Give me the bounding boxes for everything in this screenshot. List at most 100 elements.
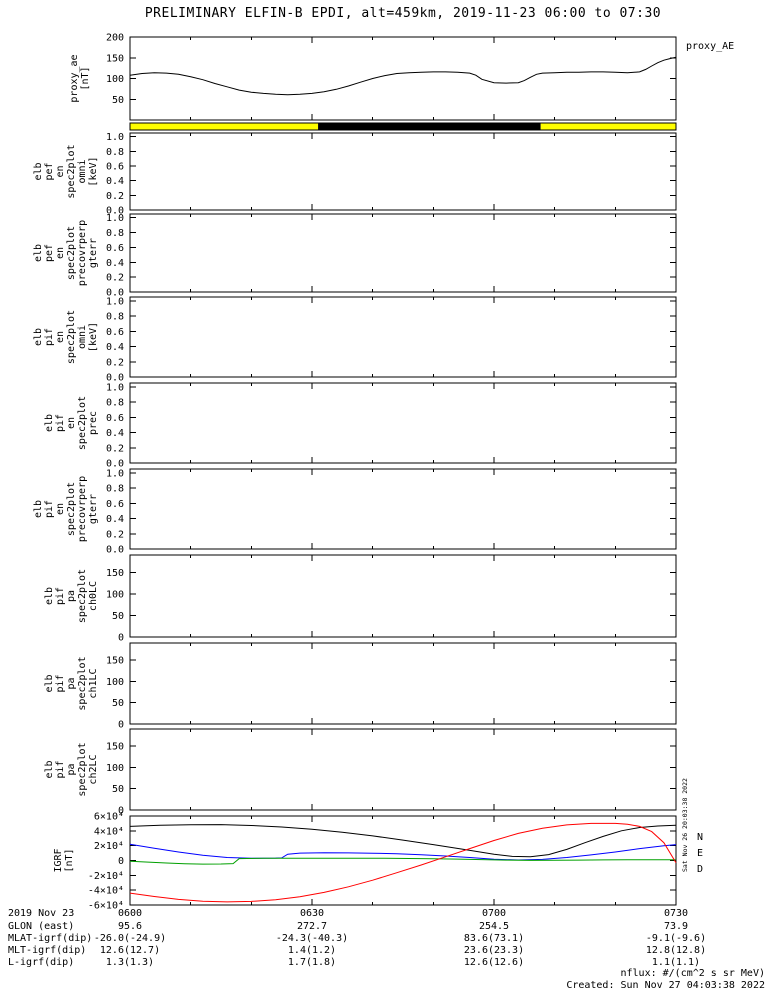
y-tick-label: 150	[106, 742, 124, 753]
ephemeris-row-label: GLON (east)	[8, 921, 74, 932]
y-tick-label: 0.8	[106, 228, 124, 239]
y-tick-label: 0.2	[106, 443, 124, 454]
y-axis-title-line: IGRF	[53, 848, 64, 872]
panel-frame-pef-en-spec-precovrperp-gterr	[129, 213, 677, 293]
y-axis-title-line: pa	[66, 677, 77, 689]
ephemeris-row-label: MLT-igrf(dip)	[8, 945, 86, 956]
series-line-E	[129, 857, 676, 865]
ephemeris-value: 12.6(12.6)	[464, 957, 524, 968]
ephemeris-value: -9.1(-9.6)	[646, 933, 706, 944]
y-tick-label: 150	[106, 656, 124, 667]
proxy-ae-series-label: proxy_AE	[686, 41, 735, 52]
y-axis-title-line: elb	[33, 162, 44, 180]
y-axis-title-line: ch2LC	[88, 754, 99, 784]
ephemeris-value: 23.6(23.3)	[464, 945, 524, 956]
panel-frame-pif-pa-spec-ch2LC	[129, 728, 677, 811]
y-tick-label: 200	[106, 33, 124, 44]
y-axis-title-line: pif	[55, 760, 66, 778]
y-tick-label: 0.8	[106, 312, 124, 323]
ephemeris-value: 254.5	[479, 921, 509, 932]
y-tick-label: 0.8	[106, 398, 124, 409]
y-axis-title-line: prec	[88, 411, 99, 435]
y-tick-label: 6×10⁴	[94, 812, 124, 823]
y-tick-label: 0	[118, 856, 124, 867]
y-tick-label: 0.6	[106, 499, 124, 510]
y-tick-label: 50	[112, 698, 124, 709]
y-tick-label: 0.6	[106, 162, 124, 173]
panel-frame-pif-pa-spec-ch1LC	[129, 642, 677, 725]
ephemeris-value: 12.8(12.8)	[646, 945, 706, 956]
y-axis-title-line: [keV]	[88, 322, 99, 352]
y-tick-label: 1.0	[106, 213, 124, 224]
y-axis-title-line: pif	[44, 328, 55, 346]
y-axis-title-line: pif	[55, 414, 66, 432]
x-tick-label: 0600	[118, 908, 142, 919]
y-axis-title-line: en	[66, 417, 77, 429]
y-axis-title-line: spec2plot	[66, 310, 77, 364]
y-axis-title-line: spec2plot	[66, 226, 77, 280]
y-axis-title-line: [keV]	[88, 156, 99, 186]
y-tick-label: 1.0	[106, 468, 124, 479]
panel-frame-pef-en-spec-omni	[129, 132, 677, 211]
y-tick-label: 0.0	[106, 206, 124, 217]
y-axis-title-line: pif	[55, 587, 66, 605]
y-axis-title-line: elb	[44, 587, 55, 605]
y-axis-title-line: spec2plot	[77, 396, 88, 450]
y-axis-title-line: [nT]	[64, 848, 75, 872]
ephemeris-row-label: L-igrf(dip)	[8, 957, 74, 968]
y-tick-label: 0.4	[106, 342, 124, 353]
y-axis-title-line: pif	[44, 500, 55, 518]
timestamp-watermark: Sat Nov 26 20:03:38 2022	[681, 778, 689, 872]
y-axis-title-line: pef	[44, 162, 55, 180]
band-segment-sunlit	[540, 123, 676, 130]
y-tick-label: 0.2	[106, 273, 124, 284]
legend-label-N: N	[697, 832, 703, 843]
y-tick-label: 0.4	[106, 258, 124, 269]
y-tick-label: 0.0	[106, 545, 124, 556]
y-axis-title-line: spec2plot	[77, 742, 88, 796]
y-axis-title-line: ch1LC	[88, 668, 99, 698]
y-axis-title-line: en	[55, 503, 66, 515]
panel-frame-pif-en-spec-omni	[129, 296, 677, 378]
y-tick-label: 100	[106, 589, 124, 600]
y-tick-label: 0.8	[106, 147, 124, 158]
y-axis-title-line: precovrperp	[77, 476, 88, 542]
ephemeris-value: 95.6	[118, 921, 142, 932]
ephemeris-value: 83.6(73.1)	[464, 933, 524, 944]
ephemeris-row-label: MLAT-igrf(dip)	[8, 933, 92, 944]
series-line-D	[129, 822, 677, 903]
y-tick-label: 50	[112, 611, 124, 622]
y-tick-label: 0.4	[106, 176, 124, 187]
ephemeris-value: 12.6(12.7)	[100, 945, 160, 956]
x-tick-label: 0630	[300, 908, 324, 919]
y-axis-title-line: omni	[77, 159, 88, 183]
y-tick-label: 50	[112, 95, 124, 106]
y-axis-title-line: gterr	[88, 238, 99, 268]
series-line-N	[129, 843, 677, 861]
created-timestamp: Created: Sun Nov 27 04:03:38 2022	[566, 980, 765, 991]
plot-title: PRELIMINARY ELFIN-B EPDI, alt=459km, 201…	[144, 6, 662, 21]
series-line-proxy_AE	[129, 56, 677, 96]
y-axis-title-line: pa	[66, 590, 77, 602]
band-segment-shadow	[318, 123, 541, 130]
y-axis-title-line: ch0LC	[88, 581, 99, 611]
y-axis-title-line: spec2plot	[77, 569, 88, 623]
y-tick-label: 0.2	[106, 191, 124, 202]
band-segment-sunlit	[130, 123, 319, 130]
ephemeris-value: 1.3(1.3)	[106, 957, 154, 968]
y-tick-label: 0.2	[106, 529, 124, 540]
y-axis-title-line: spec2plot	[66, 482, 77, 536]
y-axis-title-line: spec2plot	[77, 656, 88, 710]
y-tick-label: 150	[106, 568, 124, 579]
y-tick-label: 0.0	[106, 288, 124, 299]
x-tick-label: 0700	[482, 908, 506, 919]
y-axis-title-line: [nT]	[80, 66, 91, 90]
y-tick-label: 1.0	[106, 296, 124, 307]
y-tick-label: 100	[106, 677, 124, 688]
y-tick-label: 0.0	[106, 459, 124, 470]
y-axis-title-line: pif	[55, 674, 66, 692]
y-tick-label: 0.6	[106, 327, 124, 338]
ephemeris-value: 272.7	[297, 921, 327, 932]
y-tick-label: -6×10⁴	[88, 901, 124, 912]
